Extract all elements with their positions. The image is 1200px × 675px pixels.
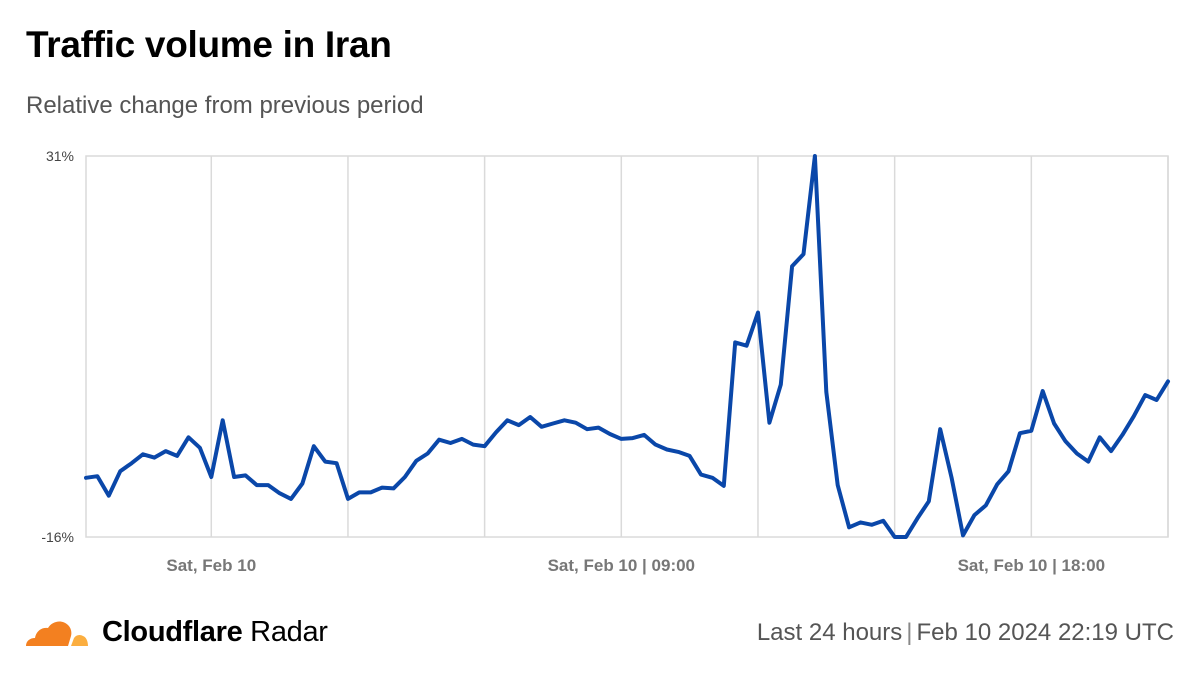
brand-name-light: Radar	[250, 615, 328, 648]
y-tick-label: 31%	[46, 148, 74, 164]
footer-separator: |	[906, 619, 913, 646]
traffic-line-chart: 31% -16% Sat, Feb 10 Sat, Feb 10 | 09:00 Sat…	[41, 148, 1170, 575]
y-tick-label: -16%	[41, 529, 74, 545]
timestamp-label: Feb 10 2024 22:19 UTC	[916, 619, 1175, 646]
x-tick-label: Sat, Feb 10	[166, 556, 256, 575]
traffic-series-line	[84, 154, 1170, 539]
x-tick-label: Sat, Feb 10 | 18:00	[958, 556, 1105, 575]
brand-name-bold: Cloudflare	[102, 615, 243, 648]
footer-info: Last 24 hours | Feb 10 2024 22:19 UTC	[757, 619, 1174, 647]
cloudflare-radar-logo: Cloudflare Radar	[24, 612, 328, 652]
x-tick-label: Sat, Feb 10 | 09:00	[548, 556, 695, 575]
time-range-label: Last 24 hours	[756, 619, 903, 646]
chart-title: Traffic volume in Iran	[26, 24, 392, 65]
brand-name: Cloudflare Radar	[102, 616, 328, 649]
cloudflare-cloud-icon	[26, 621, 88, 646]
chart-subtitle: Relative change from previous period	[26, 92, 424, 119]
